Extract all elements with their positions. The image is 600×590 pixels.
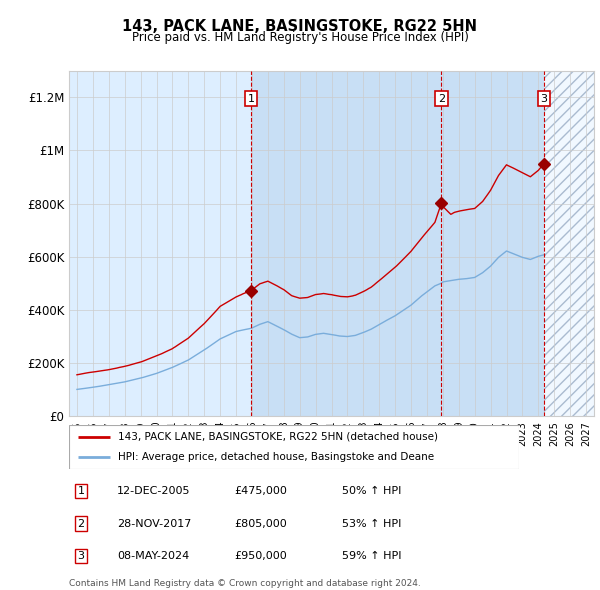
- Text: 50% ↑ HPI: 50% ↑ HPI: [342, 486, 401, 496]
- Bar: [251, 71, 544, 416]
- Text: 1: 1: [77, 486, 85, 496]
- Text: 59% ↑ HPI: 59% ↑ HPI: [342, 551, 401, 561]
- Text: 143, PACK LANE, BASINGSTOKE, RG22 5HN (detached house): 143, PACK LANE, BASINGSTOKE, RG22 5HN (d…: [119, 432, 439, 442]
- Text: £950,000: £950,000: [234, 551, 287, 561]
- Text: £805,000: £805,000: [234, 519, 287, 529]
- Text: HPI: Average price, detached house, Basingstoke and Deane: HPI: Average price, detached house, Basi…: [119, 452, 434, 462]
- Text: 3: 3: [77, 551, 85, 561]
- Text: 2: 2: [77, 519, 85, 529]
- Text: 28-NOV-2017: 28-NOV-2017: [117, 519, 191, 529]
- Text: Price paid vs. HM Land Registry's House Price Index (HPI): Price paid vs. HM Land Registry's House …: [131, 31, 469, 44]
- Text: £475,000: £475,000: [234, 486, 287, 496]
- Text: 12-DEC-2005: 12-DEC-2005: [117, 486, 191, 496]
- Text: Contains HM Land Registry data © Crown copyright and database right 2024.: Contains HM Land Registry data © Crown c…: [69, 579, 421, 588]
- Text: 3: 3: [541, 94, 548, 104]
- Text: 1: 1: [248, 94, 254, 104]
- Text: 08-MAY-2024: 08-MAY-2024: [117, 551, 189, 561]
- Bar: [544, 71, 594, 416]
- Text: 53% ↑ HPI: 53% ↑ HPI: [342, 519, 401, 529]
- Text: 143, PACK LANE, BASINGSTOKE, RG22 5HN: 143, PACK LANE, BASINGSTOKE, RG22 5HN: [122, 19, 478, 34]
- Text: 2: 2: [438, 94, 445, 104]
- Bar: [544, 71, 594, 416]
